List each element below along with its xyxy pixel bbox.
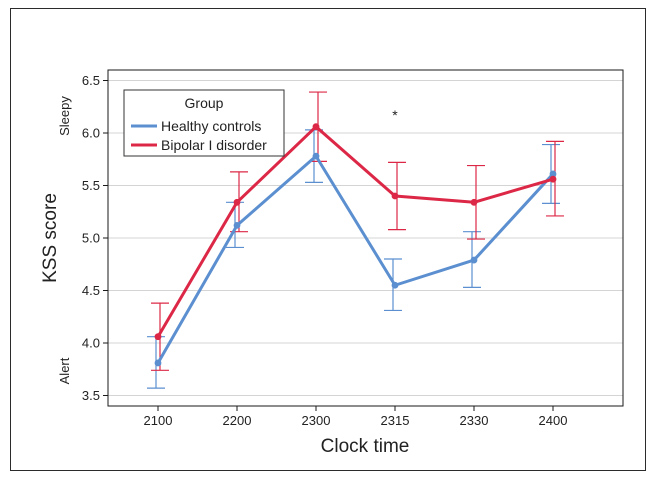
data-point-bipolar-i-disorder-2100 [154,333,162,341]
data-point-healthy-controls-2200 [233,222,241,229]
y-tick-label-5.0: 5.0 [82,231,100,246]
x-tick-label-2200: 2200 [223,413,252,428]
data-point-bipolar-i-disorder-2300 [312,123,320,131]
data-point-bipolar-i-disorder-2200 [233,198,241,206]
data-point-healthy-controls-2330 [470,256,478,264]
annotations: * [392,107,398,123]
series-line-healthy-controls [156,154,555,364]
y-axis-title: KSS score [40,193,61,283]
x-tick-label-2400: 2400 [539,413,568,428]
chart-frame [10,8,646,471]
x-tick-label-2330: 2330 [460,413,489,428]
legend-title: Group [185,95,224,111]
data-point-healthy-controls-2400 [549,170,557,178]
series-line-bipolar-i-disorder [156,125,554,338]
legend: Group Healthy controls Bipolar I disorde… [123,89,285,157]
y-anchor-high-label: Sleepy [57,96,72,136]
y-tick-label-4.5: 4.5 [82,283,100,298]
data-point-bipolar-i-disorder-2330 [470,198,478,206]
y-tick-label-5.5: 5.5 [82,178,100,193]
x-tick-label-2315: 2315 [381,413,410,428]
series-points [154,123,557,367]
x-tick-label-2100: 2100 [144,413,173,428]
data-point-healthy-controls-2315 [391,281,399,289]
x-axis-title: Clock time [321,436,410,457]
y-tick-label-6.0: 6.0 [82,126,100,141]
data-point-bipolar-i-disorder-2315 [391,192,399,200]
series-lines [156,125,555,364]
y-tick-label-3.5: 3.5 [82,388,100,403]
y-tick-label-6.5: 6.5 [82,73,100,88]
data-point-bipolar-i-disorder-2400 [549,175,557,183]
y-axis-ticks: 3.5 4.0 4.5 5.0 5.5 6.0 6.5 [82,73,108,403]
data-point-healthy-controls-2100 [154,359,162,367]
x-tick-label-2300: 2300 [302,413,331,428]
legend-entry-healthy-controls: Healthy controls [161,118,261,134]
x-axis-ticks: 2100 2200 2300 2315 2330 2400 [144,406,568,428]
legend-entry-bipolar-i-disorder: Bipolar I disorder [161,137,267,153]
y-anchor-low-label: Alert [57,357,72,384]
y-tick-label-4.0: 4.0 [82,336,100,351]
significance-marker-2315: * [392,107,398,123]
data-point-healthy-controls-2300 [312,152,320,160]
